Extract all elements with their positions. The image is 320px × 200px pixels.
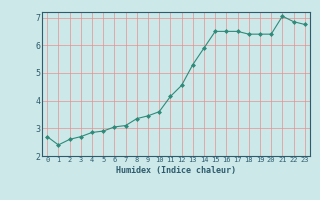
X-axis label: Humidex (Indice chaleur): Humidex (Indice chaleur) [116, 166, 236, 175]
